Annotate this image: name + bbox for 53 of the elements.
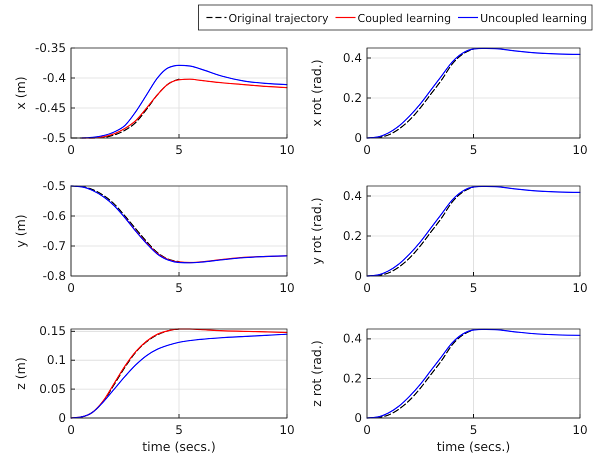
- y-tick-label: 0.1: [46, 353, 66, 368]
- y-axis-title: x (m): [13, 76, 28, 110]
- x-tick-label: 0: [67, 423, 75, 437]
- x-tick-label: 0: [363, 423, 371, 437]
- y-tick-label: -0.6: [42, 208, 66, 223]
- y-tick-label: 0: [354, 268, 362, 283]
- x-tick-label: 10: [572, 423, 588, 437]
- x-tick-label: 0: [67, 143, 75, 157]
- y-axis-title: y rot (rad.): [309, 197, 324, 265]
- line-series: [366, 328, 581, 419]
- x-tick-label: 10: [279, 143, 295, 157]
- x-tick-label: 5: [175, 281, 183, 295]
- y-tick-label: 0.4: [342, 50, 362, 65]
- y-tick-label: -0.8: [42, 268, 66, 283]
- x-tick-label: 5: [470, 281, 478, 295]
- y-tick-label: 0.2: [342, 228, 362, 243]
- y-tick-label: 0: [354, 410, 362, 425]
- y-tick-label: 0.4: [342, 332, 362, 346]
- line-series: [366, 186, 581, 277]
- x-tick-label: 10: [572, 143, 588, 157]
- y-tick-label: -0.5: [42, 130, 66, 145]
- y-axis-title: z (m): [13, 357, 28, 390]
- line-series: [366, 48, 581, 139]
- x-tick-label: 0: [363, 281, 371, 295]
- y-tick-label: -0.7: [42, 238, 66, 253]
- x-tick-label: 5: [470, 423, 478, 437]
- y-tick-label: -0.45: [34, 100, 66, 115]
- y-tick-label: 0.2: [342, 371, 362, 386]
- x-tick-label: 0: [67, 281, 75, 295]
- x-axis-title: time (secs.): [436, 439, 510, 454]
- y-axis-title: x rot (rad.): [309, 59, 324, 127]
- x-tick-label: 10: [279, 281, 295, 295]
- y-tick-label: 0.15: [39, 324, 66, 338]
- x-tick-label: 10: [279, 423, 295, 437]
- x-axis-title: time (secs.): [142, 439, 216, 454]
- x-tick-label: 5: [175, 143, 183, 157]
- legend-label: Coupled learning: [358, 12, 452, 25]
- y-tick-label: -0.5: [42, 178, 66, 193]
- x-tick-label: 10: [572, 281, 588, 295]
- y-tick-label: -0.35: [34, 40, 66, 55]
- x-tick-label: 0: [363, 143, 371, 157]
- y-tick-label: 0.2: [342, 90, 362, 105]
- legend-label: Uncoupled learning: [480, 12, 587, 25]
- y-axis-title: y (m): [13, 214, 28, 248]
- y-tick-label: -0.4: [42, 70, 66, 85]
- y-axis-title: z rot (rad.): [309, 340, 324, 407]
- y-tick-label: 0: [58, 410, 66, 425]
- legend-label: Original trajectory: [228, 12, 329, 25]
- x-tick-label: 5: [175, 423, 183, 437]
- y-tick-label: 0.4: [342, 188, 362, 203]
- x-tick-label: 5: [470, 143, 478, 157]
- y-tick-label: 0.05: [39, 382, 66, 396]
- y-tick-label: 0: [354, 130, 362, 145]
